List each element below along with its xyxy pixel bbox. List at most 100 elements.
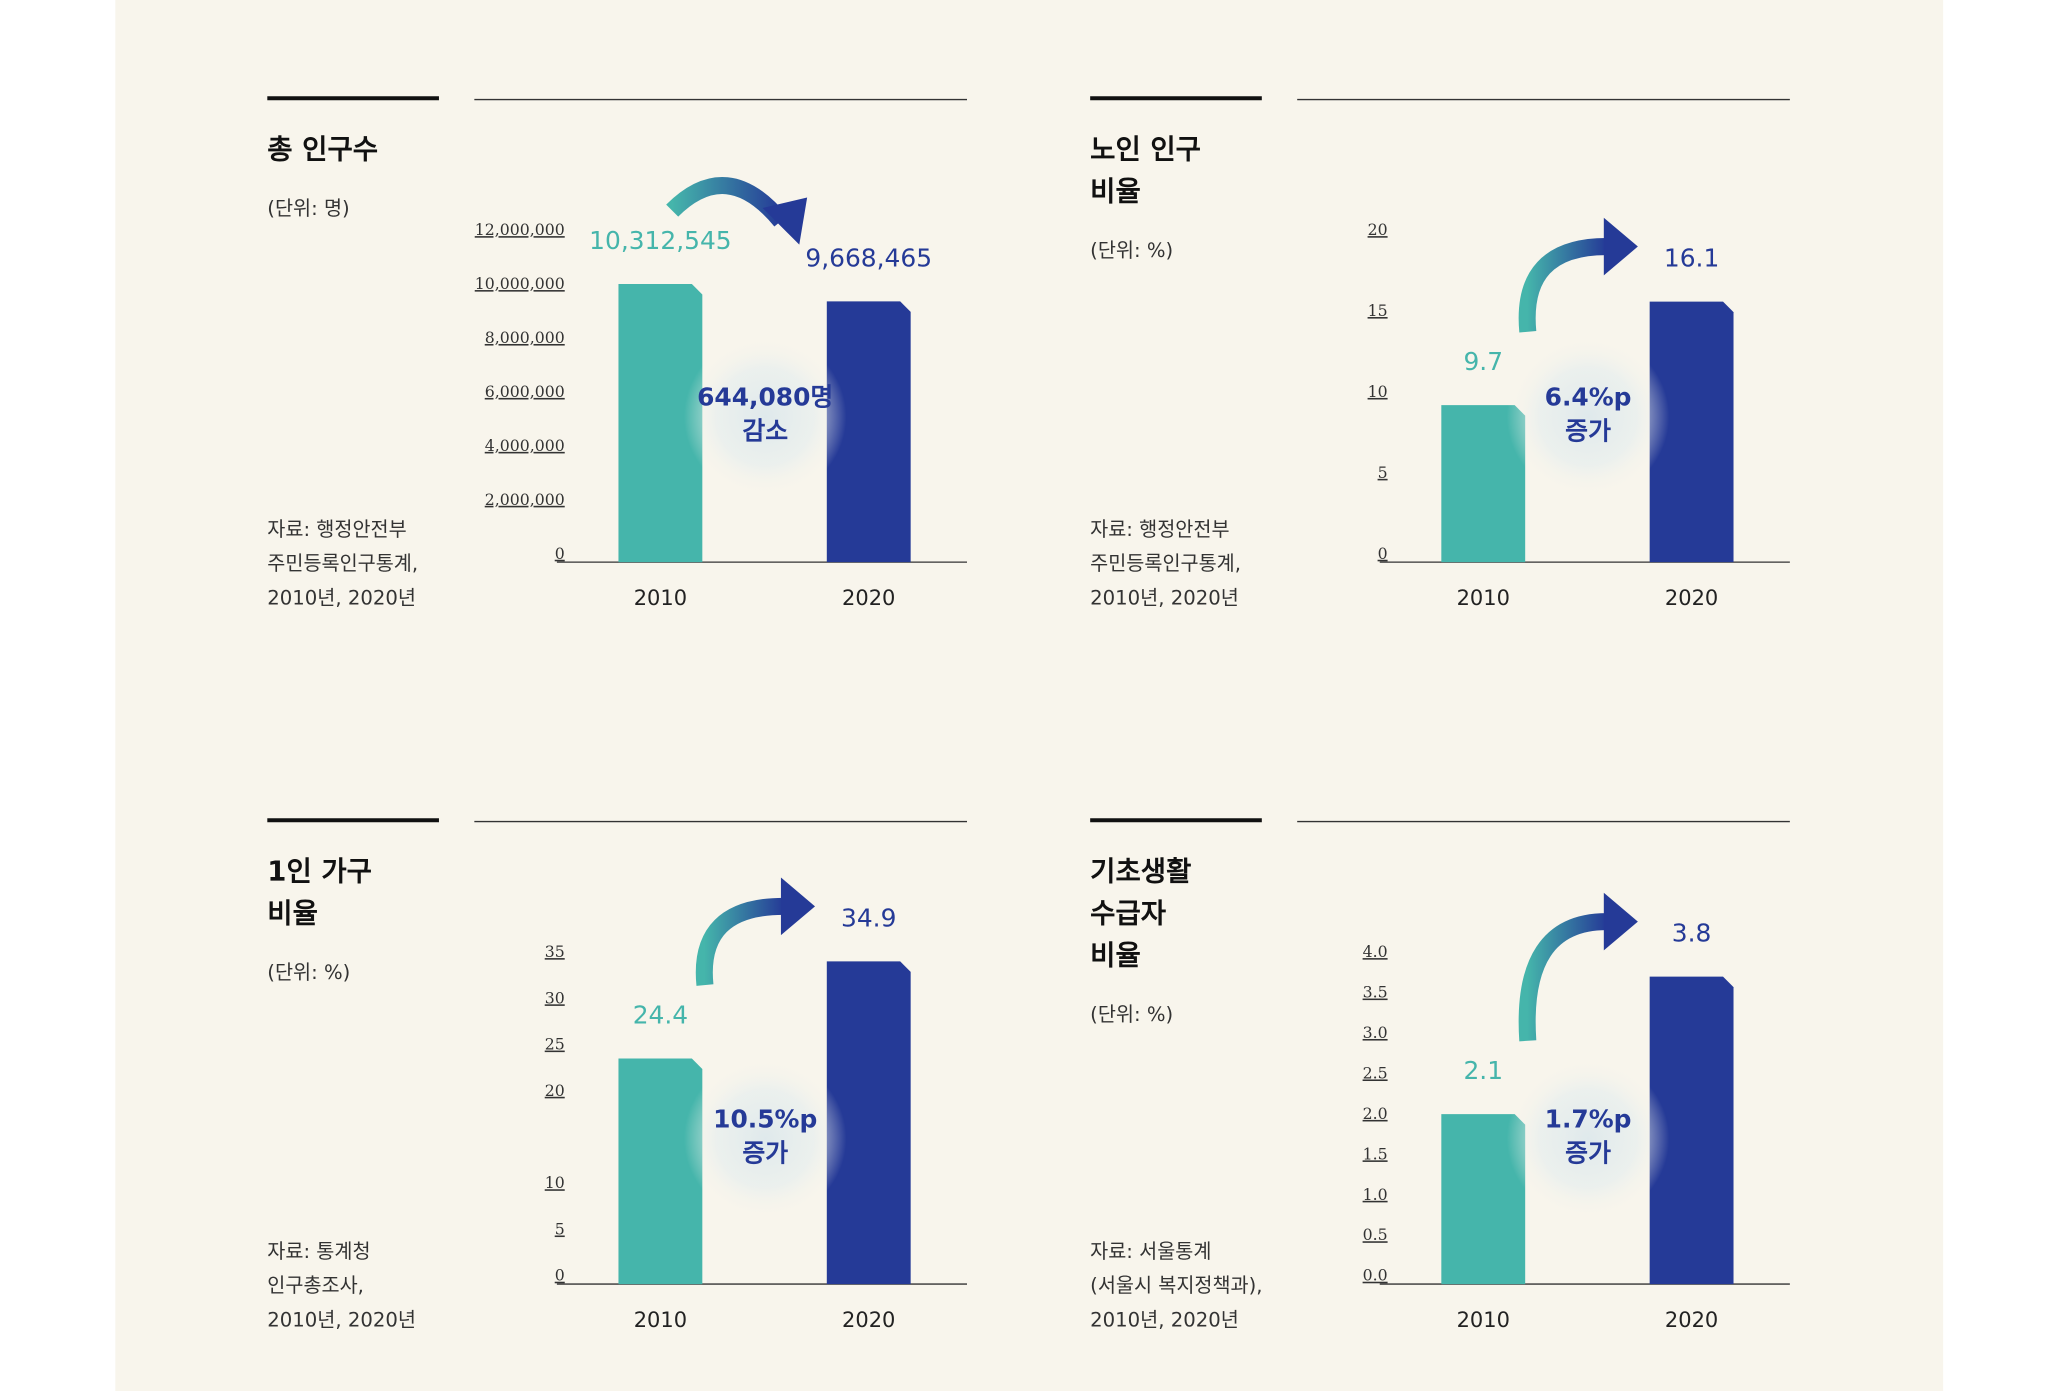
source-note: 2010년, 2020년 [267, 1308, 416, 1331]
value-label: 9,668,465 [805, 243, 932, 272]
annotation: 증가 [742, 1138, 788, 1167]
chart-title: 비율 [267, 898, 318, 930]
source-note: 2010년, 2020년 [1090, 586, 1239, 609]
trend-arrow-head [1603, 217, 1638, 276]
y-tick-label: 0 [555, 544, 565, 563]
value-label: 24.4 [633, 1001, 688, 1030]
y-tick-label: 1.5 [1363, 1144, 1388, 1163]
chart-title: 1인 가구 [267, 856, 372, 888]
trend-arrow-head [780, 877, 816, 936]
annotation: 10.5%p [713, 1104, 817, 1133]
y-tick-label: 0 [1378, 544, 1388, 563]
y-tick-label: 10 [1368, 382, 1388, 401]
y-tick-label: 20 [1368, 220, 1388, 239]
source-note: 2010년, 2020년 [267, 586, 416, 609]
x-tick-label: 2020 [842, 1308, 895, 1332]
x-tick-label: 2010 [634, 586, 687, 610]
annotation-glow [683, 335, 847, 498]
source-note: 2010년, 2020년 [1090, 1308, 1239, 1331]
value-label: 3.8 [1672, 919, 1712, 948]
annotation: 증가 [1565, 416, 1611, 445]
y-tick-label: 3.5 [1363, 983, 1388, 1002]
bar [618, 1058, 703, 1285]
trend-arrow [695, 897, 784, 986]
y-tick-label: 30 [545, 988, 565, 1007]
x-tick-label: 2010 [1457, 586, 1510, 610]
trend-arrow [1518, 238, 1607, 333]
annotation: 6.4%p [1545, 382, 1632, 411]
bar [826, 301, 911, 563]
x-tick-label: 2020 [842, 586, 895, 610]
bar [1649, 301, 1734, 563]
y-tick-label: 3.0 [1363, 1023, 1388, 1042]
y-tick-label: 20 [545, 1081, 565, 1100]
y-tick-label: 15 [1368, 301, 1388, 320]
value-label: 9.7 [1463, 347, 1503, 376]
y-tick-label: 0.5 [1363, 1225, 1388, 1244]
y-tick-label: 2.0 [1363, 1104, 1388, 1123]
x-tick-label: 2020 [1665, 1308, 1718, 1332]
x-tick-label: 2020 [1665, 586, 1718, 610]
chart-title: 기초생활 [1090, 856, 1191, 888]
annotation-glow [683, 1057, 847, 1220]
unit-label: (단위: %) [267, 961, 350, 984]
y-tick-label: 8,000,000 [485, 328, 565, 347]
chart-title: 비율 [1090, 940, 1141, 972]
unit-label: (단위: %) [1090, 239, 1173, 262]
y-tick-label: 4.0 [1363, 942, 1388, 961]
chart-title: 총 인구수 [267, 134, 378, 166]
y-tick-label: 0.0 [1363, 1266, 1388, 1285]
chart-title: 노인 인구 [1090, 134, 1201, 166]
annotation-glow [1506, 1057, 1670, 1220]
trend-arrow [1518, 913, 1607, 1042]
trend-arrow-head [762, 197, 808, 245]
unit-label: (단위: 명) [267, 197, 349, 220]
y-tick-label: 10 [545, 1173, 565, 1192]
source-note: 자료: 행정안전부 [1090, 518, 1229, 541]
bar [1441, 1114, 1526, 1285]
y-tick-label: 0 [555, 1266, 565, 1285]
value-label: 10,312,545 [589, 226, 731, 255]
annotation: 1.7%p [1545, 1104, 1632, 1133]
chart-title: 수급자 [1090, 898, 1167, 930]
value-label: 2.1 [1463, 1056, 1503, 1085]
source-note: 주민등록인구통계, [267, 552, 418, 575]
y-tick-label: 2,000,000 [485, 490, 565, 509]
value-label: 16.1 [1664, 244, 1719, 273]
source-note: 인구총조사, [267, 1274, 364, 1297]
y-tick-label: 4,000,000 [485, 436, 565, 455]
y-tick-label: 1.0 [1363, 1185, 1388, 1204]
annotation: 증가 [1565, 1138, 1611, 1167]
y-tick-label: 6,000,000 [485, 382, 565, 401]
y-tick-label: 2.5 [1363, 1063, 1388, 1082]
y-tick-label: 25 [545, 1035, 565, 1054]
bar [1649, 976, 1734, 1285]
bar [826, 961, 911, 1285]
y-tick-label: 5 [555, 1219, 565, 1238]
trend-arrow-head [1603, 892, 1638, 951]
y-tick-label: 12,000,000 [475, 220, 565, 239]
source-note: (서울시 복지정책과), [1090, 1274, 1262, 1297]
bar [618, 283, 703, 563]
annotation: 감소 [742, 416, 788, 445]
source-note: 자료: 통계청 [267, 1240, 370, 1263]
source-note: 주민등록인구통계, [1090, 552, 1241, 575]
chart-title: 비율 [1090, 176, 1141, 208]
x-tick-label: 2010 [1457, 1308, 1510, 1332]
y-tick-label: 35 [545, 942, 565, 961]
unit-label: (단위: %) [1090, 1003, 1173, 1026]
source-note: 자료: 행정안전부 [267, 518, 406, 541]
annotation-glow [1506, 335, 1670, 498]
y-tick-label: 10,000,000 [475, 274, 565, 293]
x-tick-label: 2010 [634, 1308, 687, 1332]
y-tick-label: 5 [1378, 463, 1388, 482]
annotation: 644,080명 [697, 382, 833, 411]
source-note: 자료: 서울통계 [1090, 1240, 1211, 1263]
bar [1441, 405, 1526, 563]
